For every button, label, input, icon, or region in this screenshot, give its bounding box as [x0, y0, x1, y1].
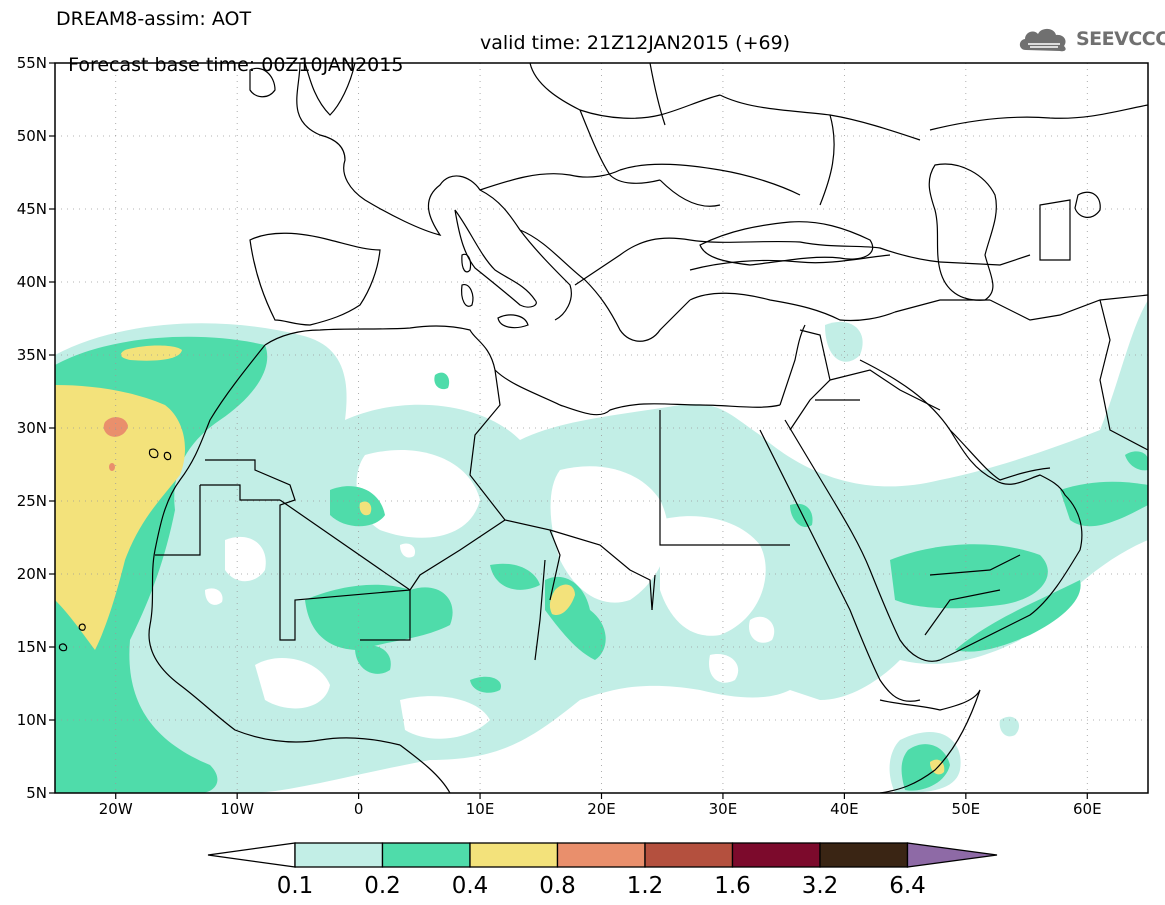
lon-tick-label: 10W	[220, 800, 254, 818]
colorbar-swatch	[381, 842, 471, 868]
longitude-axis: 20W 10W 0 10E 20E 30E 40E 50E 60E	[99, 793, 1102, 818]
cloud-logo-icon	[1019, 28, 1066, 52]
forecast-base-time: Forecast base time: 00Z10JAN2015	[68, 54, 404, 76]
lat-tick-label: 50N	[17, 127, 47, 145]
forecast-times: Forecast base time: 00Z10JAN2015 valid t…	[56, 32, 790, 98]
lat-tick-label: 25N	[17, 492, 47, 510]
lon-tick-label: 20W	[99, 800, 133, 818]
aot-contour-0.8	[103, 417, 128, 471]
coastlines-borders	[58, 63, 1148, 793]
lon-tick-label: 20E	[587, 800, 616, 818]
lon-tick-label: 60E	[1073, 800, 1102, 818]
lat-tick-label: 10N	[17, 711, 47, 729]
map-title: DREAM8-assim: AOT	[56, 8, 252, 30]
lat-tick-label: 30N	[17, 419, 47, 437]
lat-tick-label: 20N	[17, 565, 47, 583]
lat-tick-label: 5N	[26, 784, 47, 802]
graticule	[55, 63, 1148, 793]
lon-tick-label: 30E	[709, 800, 738, 818]
lat-tick-label: 55N	[17, 54, 47, 72]
colorbar-swatch	[469, 842, 559, 868]
lat-tick-label: 15N	[17, 638, 47, 656]
lat-tick-label: 45N	[17, 200, 47, 218]
lat-tick-label: 40N	[17, 273, 47, 291]
latitude-axis: 55N 50N 45N 40N 35N 30N 25N 20N 15N 10N 5N	[17, 54, 55, 802]
colorbar-label: 0.4	[452, 873, 489, 899]
lon-tick-label: 40E	[830, 800, 859, 818]
lon-tick-label: 50E	[952, 800, 981, 818]
colorbar-label: 6.4	[889, 873, 926, 899]
colorbar: 0.1 0.2 0.4 0.8 1.2 1.6 3.2 6.4	[207, 842, 998, 899]
valid-time: valid time: 21Z12JAN2015 (+69)	[480, 32, 791, 54]
colorbar-swatch	[819, 842, 909, 868]
colorbar-max-arrow	[906, 842, 998, 868]
colorbar-label: 3.2	[802, 873, 839, 899]
lon-tick-label: 10E	[466, 800, 495, 818]
seevccc-logo: SEEVCCC	[1016, 24, 1165, 56]
colorbar-swatch	[731, 842, 821, 868]
lon-tick-label: 0	[354, 800, 364, 818]
colorbar-min-arrow	[207, 842, 296, 868]
logo-text: SEEVCCC	[1076, 28, 1165, 50]
colorbar-label: 0.1	[277, 873, 314, 899]
colorbar-swatch	[644, 842, 734, 868]
colorbar-label: 0.2	[364, 873, 401, 899]
colorbar-swatch	[294, 842, 384, 868]
colorbar-label: 0.8	[539, 873, 576, 899]
colorbar-swatch	[556, 842, 646, 868]
colorbar-label: 1.2	[627, 873, 664, 899]
lat-tick-label: 35N	[17, 346, 47, 364]
colorbar-label: 1.6	[714, 873, 751, 899]
aot-holes	[205, 450, 775, 739]
